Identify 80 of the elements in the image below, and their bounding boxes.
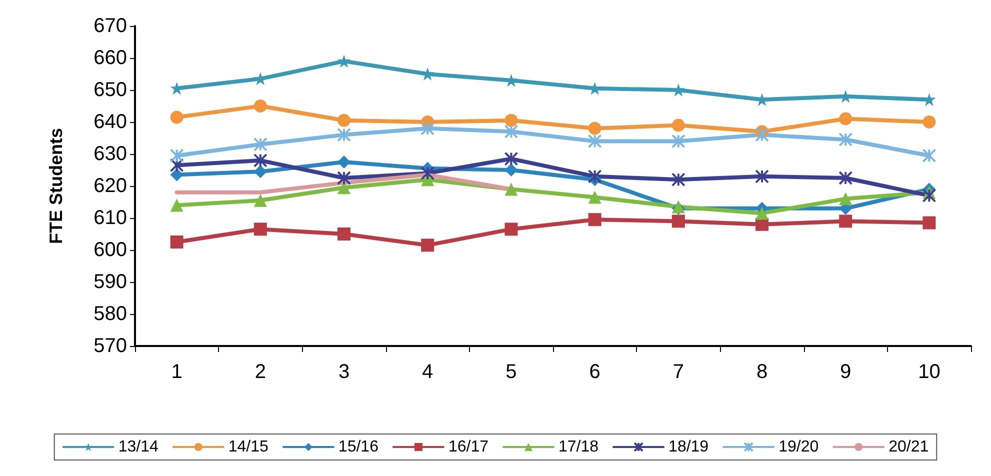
point (254, 100, 267, 112)
point (588, 169, 602, 184)
x-tick-label: 6 (589, 361, 600, 383)
y-tick-label: 570 (94, 335, 127, 357)
y-tick-label: 640 (94, 111, 127, 133)
point (504, 222, 518, 236)
y-tick-label: 660 (94, 47, 127, 69)
legend-label: 14/15 (228, 438, 269, 456)
legend-label: 17/18 (558, 438, 599, 456)
point (838, 171, 853, 185)
x-tick-label: 3 (338, 361, 350, 383)
point (671, 172, 686, 187)
y-tick-label: 670 (94, 15, 127, 37)
point (338, 156, 350, 168)
point (337, 128, 351, 142)
y-tick-label: 620 (94, 175, 127, 197)
point (504, 164, 518, 176)
point (254, 165, 267, 178)
point (170, 236, 184, 248)
point (170, 110, 184, 124)
point (170, 158, 184, 172)
point (504, 114, 518, 127)
y-tick-label: 600 (94, 239, 127, 261)
point (755, 169, 769, 184)
point (671, 134, 686, 148)
point (254, 222, 267, 236)
legend-label: 19/20 (778, 438, 819, 456)
point (338, 181, 350, 194)
x-tick-label: 4 (422, 361, 434, 383)
point (421, 238, 434, 252)
point (922, 188, 936, 203)
point (253, 137, 268, 152)
x-tick-label: 9 (840, 361, 852, 383)
point (338, 114, 350, 127)
point (338, 228, 350, 240)
point (588, 134, 602, 148)
y-tick-label: 630 (94, 143, 127, 165)
point (504, 152, 518, 166)
point (922, 216, 936, 230)
point (922, 148, 936, 163)
point (839, 112, 852, 126)
legend-label: 13/14 (118, 438, 158, 456)
y-tick-label: 650 (94, 79, 127, 101)
point (337, 171, 351, 185)
point (839, 90, 852, 103)
legend-label: 15/16 (338, 438, 379, 456)
point (588, 190, 602, 204)
y-axis-title: FTE Students (46, 128, 66, 244)
point (922, 116, 936, 128)
x-tick-label: 8 (756, 361, 768, 383)
x-tick-label: 10 (918, 361, 940, 383)
x-tick-label: 1 (171, 361, 182, 383)
point (839, 214, 852, 228)
legend-label: 16/17 (448, 438, 489, 456)
point (254, 194, 267, 207)
point (170, 148, 184, 163)
point (420, 121, 435, 136)
x-tick-label: 7 (672, 361, 684, 383)
point (170, 168, 184, 182)
point (588, 122, 602, 135)
y-tick-label: 610 (94, 207, 127, 229)
point (755, 128, 769, 142)
y-tick-label: 580 (94, 303, 127, 325)
x-tick-label: 2 (254, 361, 266, 383)
legend-label: 18/19 (668, 438, 709, 456)
point (588, 213, 602, 226)
legend-label: 20/21 (888, 438, 929, 456)
point (420, 166, 435, 180)
point (253, 153, 268, 168)
point (504, 182, 518, 196)
point (672, 118, 685, 132)
point (838, 132, 853, 147)
point (504, 124, 518, 139)
point (756, 206, 768, 220)
y-tick-label: 590 (94, 271, 127, 293)
point (672, 214, 685, 228)
point (338, 54, 350, 68)
point (839, 192, 852, 206)
point (170, 198, 184, 212)
x-tick-label: 5 (506, 361, 517, 383)
